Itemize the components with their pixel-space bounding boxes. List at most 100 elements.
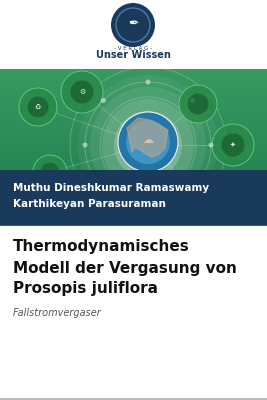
Circle shape (209, 142, 214, 148)
Circle shape (79, 188, 117, 226)
Bar (0, 148, 267, 150)
Bar (0, 122, 267, 124)
Bar (0, 163, 267, 166)
Bar (0, 185, 267, 188)
Bar (0, 192, 267, 194)
Bar (0, 196, 267, 198)
Circle shape (212, 124, 254, 166)
Bar (0, 225, 267, 400)
Bar (0, 94, 267, 96)
Bar (0, 138, 267, 140)
Bar (0, 140, 267, 142)
Circle shape (179, 85, 217, 123)
Circle shape (187, 94, 209, 114)
Bar (0, 201, 267, 203)
Circle shape (41, 163, 59, 181)
Bar (0, 123, 267, 126)
Circle shape (111, 3, 155, 47)
Bar (0, 96, 267, 98)
Bar (0, 76, 267, 78)
Text: Karthikeyan Parasuraman: Karthikeyan Parasuraman (13, 199, 166, 209)
Bar (0, 78, 267, 80)
Text: Unser Wissen: Unser Wissen (96, 50, 170, 60)
Bar (0, 130, 267, 132)
Bar (0, 197, 267, 199)
Bar (0, 161, 267, 163)
Text: ♻: ♻ (35, 104, 41, 110)
Bar (0, 95, 267, 97)
Bar (0, 143, 267, 145)
Bar (0, 84, 267, 87)
Bar (0, 128, 267, 131)
Bar (0, 124, 267, 127)
Bar (0, 203, 267, 206)
Text: Thermodynamisches: Thermodynamisches (13, 240, 190, 254)
Bar (0, 220, 267, 222)
Text: ✦: ✦ (230, 142, 236, 148)
Bar (0, 158, 267, 160)
Bar (0, 92, 267, 94)
Circle shape (102, 99, 194, 191)
Bar (0, 104, 267, 106)
Bar (0, 82, 267, 84)
Bar (0, 131, 267, 133)
Bar (0, 216, 267, 218)
Bar (0, 193, 267, 195)
Bar (0, 184, 267, 186)
Circle shape (118, 112, 178, 172)
Bar (0, 0, 267, 70)
Bar (0, 208, 267, 211)
Text: ✒: ✒ (128, 18, 138, 30)
Polygon shape (127, 118, 168, 157)
Bar (0, 218, 267, 220)
Circle shape (61, 71, 103, 113)
Bar (0, 116, 267, 118)
Text: ☁: ☁ (142, 135, 154, 145)
Bar (0, 73, 267, 75)
Bar (0, 126, 267, 128)
Bar (0, 149, 267, 151)
Circle shape (28, 96, 48, 118)
Bar (0, 153, 267, 155)
Bar (0, 119, 267, 122)
Bar (0, 183, 267, 185)
Circle shape (190, 187, 195, 192)
Bar (0, 219, 267, 221)
Bar (0, 99, 267, 101)
Circle shape (83, 142, 88, 148)
Bar (0, 202, 267, 204)
Bar (0, 101, 267, 104)
Text: Fallstromvergaser: Fallstromvergaser (13, 308, 102, 318)
Bar (0, 212, 267, 215)
Bar (0, 91, 267, 93)
Bar (0, 100, 267, 102)
Bar (0, 114, 267, 116)
Bar (0, 162, 267, 164)
Text: Prosopis juliflora: Prosopis juliflora (13, 282, 158, 296)
Bar (0, 77, 267, 79)
Text: - V E R L A G -: - V E R L A G - (114, 46, 152, 50)
Circle shape (101, 187, 106, 192)
Bar (0, 156, 267, 158)
Bar (0, 198, 267, 200)
Bar (0, 74, 267, 76)
Bar (0, 205, 267, 207)
Text: Modell der Vergasung von: Modell der Vergasung von (13, 260, 237, 276)
Bar (0, 127, 267, 130)
Text: Muthu Dineshkumar Ramaswamy: Muthu Dineshkumar Ramaswamy (13, 183, 209, 193)
Circle shape (146, 206, 151, 210)
Bar (0, 190, 267, 193)
Circle shape (203, 198, 221, 216)
Bar (0, 189, 267, 192)
Circle shape (221, 134, 245, 156)
Bar (0, 117, 267, 119)
Bar (0, 171, 267, 173)
Bar (0, 144, 267, 146)
Bar (0, 145, 267, 148)
Bar (0, 72, 267, 74)
Bar (0, 214, 267, 216)
Bar (0, 81, 267, 83)
Bar (0, 170, 267, 172)
Circle shape (78, 75, 218, 215)
Bar (0, 154, 267, 156)
